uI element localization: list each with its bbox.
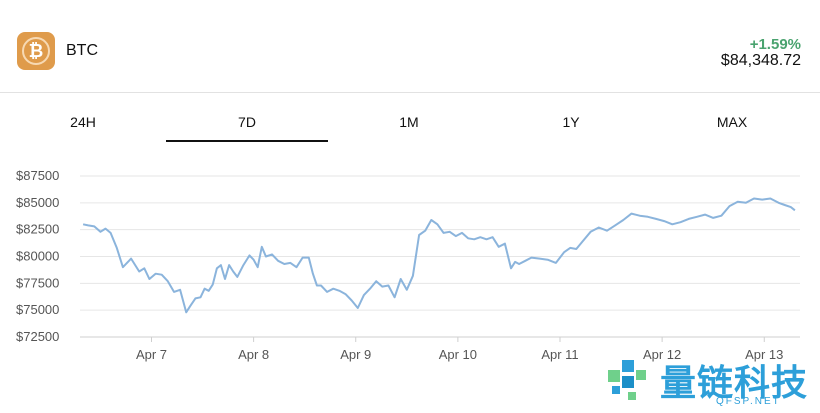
watermark-logo: 量链科技 QFSP.NET <box>598 350 820 413</box>
tab-max[interactable]: MAX <box>716 114 748 130</box>
y-tick-label: $77500 <box>16 275 59 290</box>
y-axis-labels: $87500 $85000 $82500 $80000 $77500 $75000 $725… <box>16 168 59 344</box>
x-tick-label: Apr 7 <box>136 347 167 362</box>
y-tick-label: $85000 <box>16 195 59 210</box>
y-tick-label: $82500 <box>16 222 59 237</box>
x-tick-label: Apr 13 <box>745 347 783 362</box>
y-tick-label: $80000 <box>16 249 59 264</box>
asset-price: $84,348.72 <box>720 52 801 69</box>
tab-1m[interactable]: 1M <box>399 114 419 130</box>
bitcoin-symbol: ₿ <box>22 37 50 65</box>
x-tick-label: Apr 9 <box>340 347 371 362</box>
x-tick-label: Apr 11 <box>541 347 578 362</box>
y-tick-label: $72500 <box>16 329 59 344</box>
x-axis-labels: Apr 7 Apr 8 Apr 9 Apr 10 Apr 11 Apr 12 Apr 13 <box>136 347 783 362</box>
y-tick-label: $87500 <box>16 168 59 183</box>
asset-header: ₿ BTC +1.59% $84,348.72 <box>0 0 820 93</box>
x-tick-label: Apr 8 <box>238 347 269 362</box>
chart-grid <box>80 175 800 342</box>
price-change: +1.59% <box>749 36 801 53</box>
timeframe-tabs: 24H 7D 1M 1Y MAX <box>0 106 820 142</box>
price-line <box>82 197 796 314</box>
tab-7d[interactable]: 7D <box>166 106 328 142</box>
watermark-text: 量链科技 <box>660 363 809 404</box>
price-chart: $87500 $85000 $82500 $80000 $77500 $75000 $725… <box>16 168 800 362</box>
y-tick-label: $75000 <box>16 302 59 317</box>
x-tick-label: Apr 12 <box>643 347 681 362</box>
watermark-subtext: QFSP.NET <box>716 396 781 407</box>
tab-1y[interactable]: 1Y <box>562 114 580 130</box>
asset-name: BTC <box>66 42 98 59</box>
x-tick-label: Apr 10 <box>439 347 477 362</box>
watermark-icon <box>608 360 646 400</box>
tab-24h[interactable]: 24H <box>70 114 96 130</box>
bitcoin-icon: ₿ <box>17 32 55 70</box>
